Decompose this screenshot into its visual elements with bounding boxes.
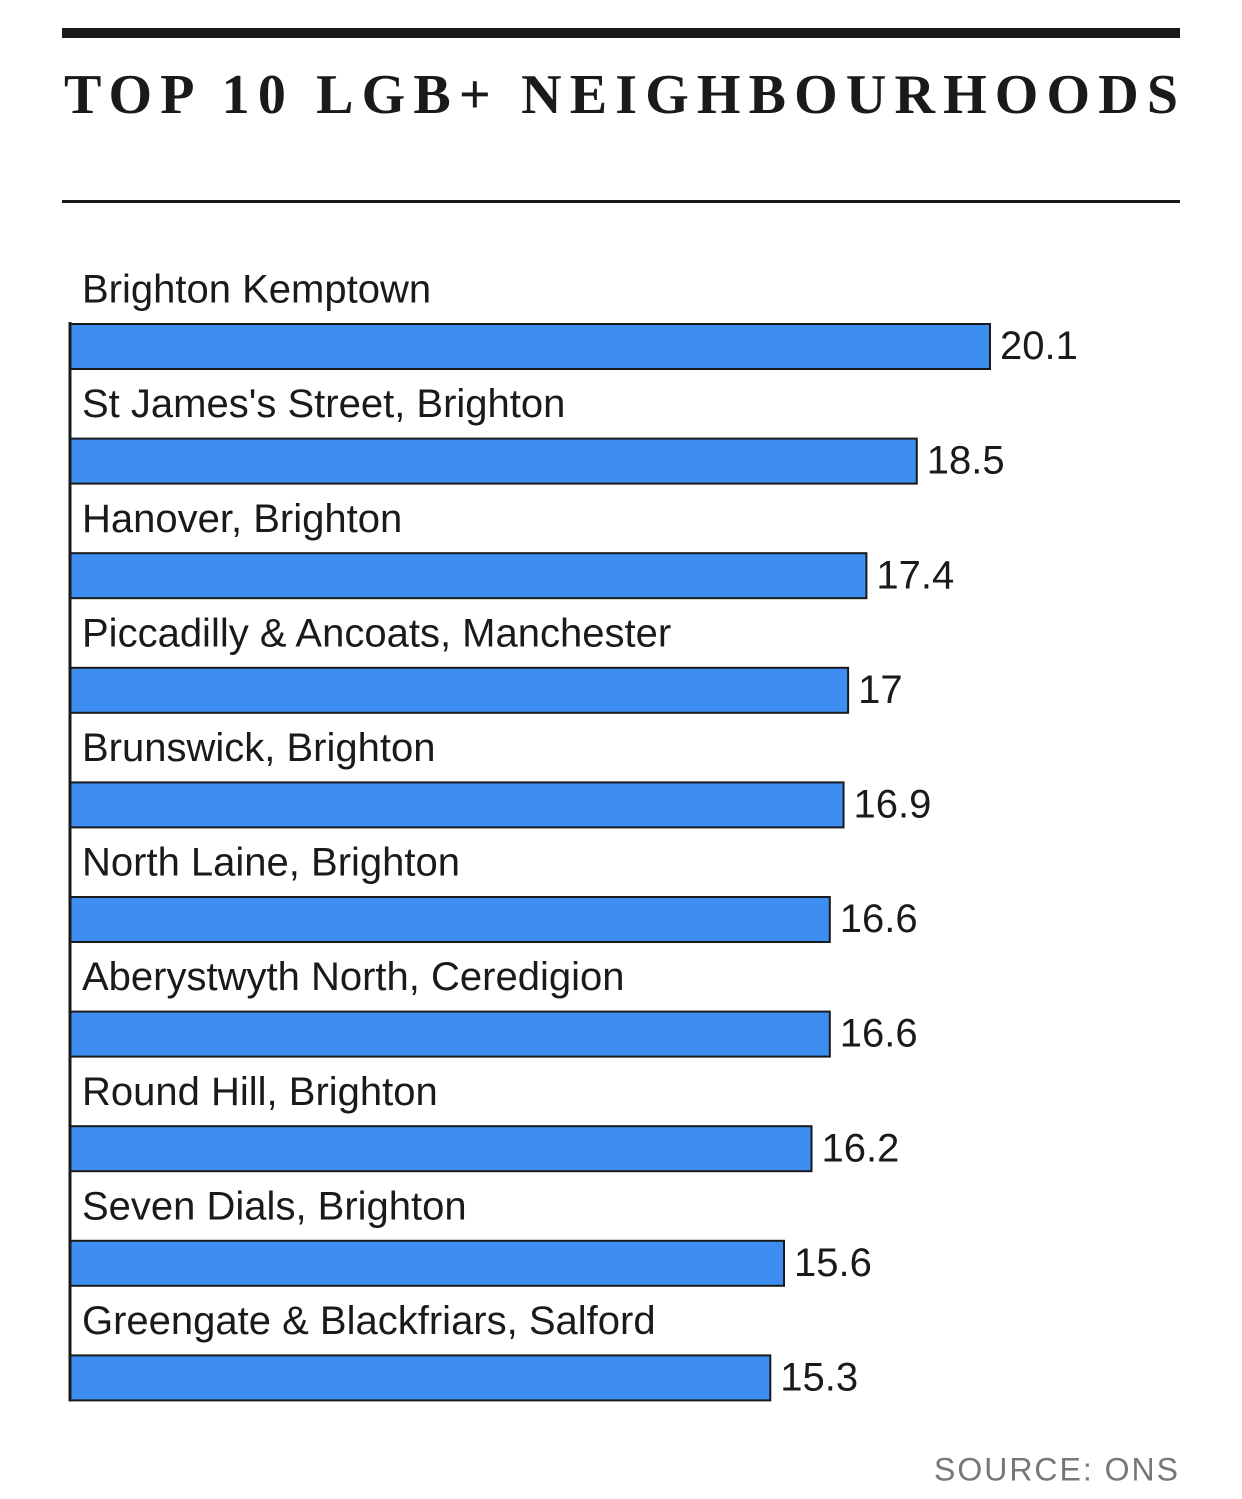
bar bbox=[69, 1125, 813, 1173]
category-label: Aberystwyth North, Ceredigion bbox=[82, 955, 624, 999]
value-label: 20.1 bbox=[1000, 324, 1078, 368]
value-label: 18.5 bbox=[927, 439, 1005, 483]
category-label: Hanover, Brighton bbox=[82, 497, 402, 541]
value-label: 17 bbox=[858, 668, 903, 712]
bar bbox=[69, 1010, 831, 1058]
value-label: 15.3 bbox=[780, 1355, 858, 1399]
bar bbox=[69, 781, 845, 829]
title-rule bbox=[62, 200, 1180, 203]
bar bbox=[69, 1354, 772, 1402]
source: SOURCE: ONS bbox=[934, 1451, 1180, 1487]
bar bbox=[69, 437, 918, 485]
category-label: St James's Street, Brighton bbox=[82, 382, 565, 426]
value-label: 16.6 bbox=[840, 1012, 918, 1056]
bar bbox=[69, 552, 868, 600]
category-label: Brighton Kemptown bbox=[82, 268, 431, 312]
category-label: Brunswick, Brighton bbox=[82, 726, 435, 770]
value-label: 17.4 bbox=[876, 553, 954, 597]
value-label: 15.6 bbox=[794, 1241, 872, 1285]
category-label: Piccadilly & Ancoats, Manchester bbox=[82, 611, 671, 655]
category-label: Round Hill, Brighton bbox=[82, 1070, 438, 1114]
category-label: Seven Dials, Brighton bbox=[82, 1184, 467, 1228]
value-label: 16.9 bbox=[854, 782, 932, 826]
bar bbox=[69, 1239, 786, 1287]
bar bbox=[69, 896, 831, 943]
category-label: North Laine, Brighton bbox=[82, 841, 460, 885]
category-label: Greengate & Blackfriars, Salford bbox=[82, 1299, 656, 1343]
top-rule bbox=[62, 28, 1180, 38]
bar bbox=[69, 666, 850, 714]
value-label: 16.6 bbox=[840, 897, 918, 941]
chart-title: TOP 10 LGB+ NEIGHBOURHOODS bbox=[64, 64, 1178, 126]
bar bbox=[69, 323, 991, 370]
value-label: 16.2 bbox=[821, 1126, 899, 1170]
